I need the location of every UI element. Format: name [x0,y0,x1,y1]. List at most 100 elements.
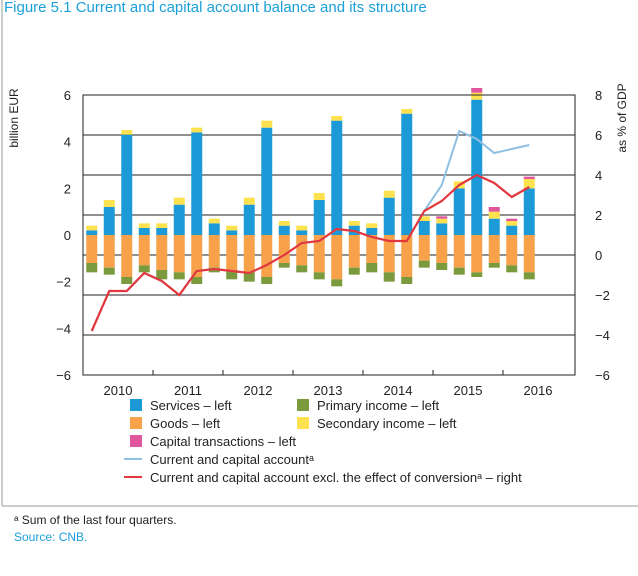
bar-segment [208,223,220,235]
bar-segment [313,272,325,280]
bar-segment [261,127,273,235]
bar-segment [226,230,238,235]
legend-label: Primary income – left [317,398,439,413]
bar-segment [331,120,343,235]
legend-label: Capital transactions – left [150,434,296,449]
chart-title: Figure 5.1 Current and capital account b… [4,0,427,16]
bar-segment [471,99,483,236]
bar-segment [156,228,168,235]
bar-segment [173,272,185,280]
bar-segment [261,277,273,284]
legend-swatch [130,399,142,411]
legend-swatch [130,417,142,429]
bar-segment [86,263,98,273]
y2-tick-label: −6 [595,368,610,383]
bar-segment [523,235,535,273]
bar-segment [436,218,448,224]
bar-segment [383,190,395,198]
bar-segment [523,179,535,189]
bar-segment [471,272,483,277]
bar-segment [348,221,360,226]
y-tick-label: 4 [64,135,71,150]
bar-segment [453,235,465,268]
bar-segment [278,263,290,268]
bar-segment [86,230,98,235]
bar-segment [173,235,185,273]
y-tick-label: −2 [56,275,71,290]
y2-tick-label: 4 [595,168,602,183]
source: Source: CNB. [14,530,87,544]
bar-segment [156,223,168,228]
bar-segment [401,109,413,114]
bar-segment [523,188,535,235]
bar-segment [278,225,290,235]
bar-segment [191,235,203,277]
bar-segment [191,132,203,235]
bar-segment [331,279,343,287]
bar-segment [401,235,413,277]
bar-segment [506,225,518,235]
bar-segment [278,221,290,226]
x-tick-label: 2013 [314,383,343,398]
legend-label: Services – left [150,398,232,413]
bar-segment [348,267,360,275]
bar-segment [173,204,185,235]
bar-segment [418,260,430,268]
bar-segment [348,235,360,268]
bar-segment [488,207,500,212]
bar-segment [261,120,273,128]
legend-swatch [130,435,142,447]
line [90,173,530,332]
bar-segment [121,134,133,235]
bar-segment [506,235,518,266]
bar-segment [418,221,430,235]
bar-segment [138,235,150,266]
legend-label: Secondary income – left [317,416,457,431]
y2-tick-label: 0 [595,248,602,263]
bar-segment [103,200,115,207]
bar-segment [523,176,535,179]
y-axis-label: billion EUR [7,88,21,148]
bar-segment [173,197,185,205]
y-tick-label: 2 [64,181,71,196]
x-tick-label: 2012 [244,383,273,398]
bar-segment [121,235,133,277]
x-tick-label: 2015 [454,383,483,398]
y-tick-label: 6 [64,88,71,103]
x-tick-label: 2011 [174,383,202,398]
bar-segment [366,223,378,228]
y-tick-label: −6 [56,368,71,383]
x-tick-label: 2016 [524,383,553,398]
bar-segment [226,235,238,270]
bar-segment [278,235,290,263]
legend-label: Current and capital account excl. the ef… [150,470,522,485]
bar-segment [488,263,500,268]
bar-segment [156,270,168,280]
bar-segment [366,263,378,273]
bar-segment [366,228,378,235]
bar-segment [243,235,255,273]
y2-tick-label: 6 [595,128,602,143]
bar-segment [506,218,518,221]
bar-segment [226,225,238,231]
legend-label: Goods – left [150,416,220,431]
bar-segment [313,235,325,273]
bar-segment [506,265,518,273]
bar-segment [313,200,325,235]
bar-segment [401,113,413,235]
legend-swatch [297,399,309,411]
y2-tick-label: −4 [595,328,610,343]
y2-tick-label: −2 [595,288,610,303]
bar-segment [331,235,343,280]
bar-segment [296,225,308,231]
bar-segment [86,225,98,231]
legend-swatch [297,417,309,429]
bar-segment [383,235,395,273]
bar-segment [156,235,168,270]
plot-frame [82,94,576,376]
bar-segment [366,235,378,263]
y2-axis-label: as % of GDP [615,83,629,152]
bar-segment [191,127,203,133]
bar-segment [331,116,343,121]
